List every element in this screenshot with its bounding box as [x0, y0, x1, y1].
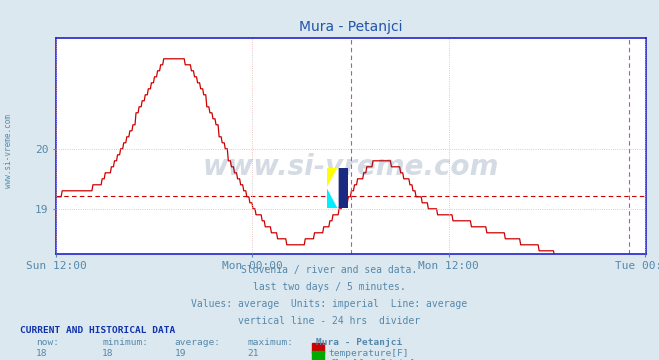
Text: www.si-vreme.com: www.si-vreme.com: [4, 114, 13, 188]
Bar: [328, 188, 338, 208]
Text: average:: average:: [175, 338, 221, 347]
Text: 18: 18: [36, 349, 47, 358]
Text: now:: now:: [36, 338, 59, 347]
Text: Slovenia / river and sea data.: Slovenia / river and sea data.: [241, 265, 418, 275]
Text: -nan: -nan: [102, 358, 125, 360]
Text: 19: 19: [175, 349, 186, 358]
Text: -nan: -nan: [36, 358, 59, 360]
Bar: [338, 168, 349, 208]
Text: temperature[F]: temperature[F]: [329, 349, 409, 358]
Text: last two days / 5 minutes.: last two days / 5 minutes.: [253, 282, 406, 292]
Polygon shape: [328, 168, 338, 208]
Text: Values: average  Units: imperial  Line: average: Values: average Units: imperial Line: av…: [191, 299, 468, 309]
Text: 18: 18: [102, 349, 113, 358]
Text: -nan: -nan: [247, 358, 270, 360]
Text: minimum:: minimum:: [102, 338, 148, 347]
Text: flow[foot3/min]: flow[foot3/min]: [329, 358, 415, 360]
Text: vertical line - 24 hrs  divider: vertical line - 24 hrs divider: [239, 316, 420, 327]
Bar: [328, 168, 338, 188]
Text: 21: 21: [247, 349, 258, 358]
Text: maximum:: maximum:: [247, 338, 293, 347]
Text: -nan: -nan: [175, 358, 198, 360]
Text: CURRENT AND HISTORICAL DATA: CURRENT AND HISTORICAL DATA: [20, 326, 175, 335]
Text: www.si-vreme.com: www.si-vreme.com: [203, 153, 499, 181]
Title: Mura - Petanjci: Mura - Petanjci: [299, 20, 403, 34]
Text: Mura - Petanjci: Mura - Petanjci: [316, 338, 403, 347]
